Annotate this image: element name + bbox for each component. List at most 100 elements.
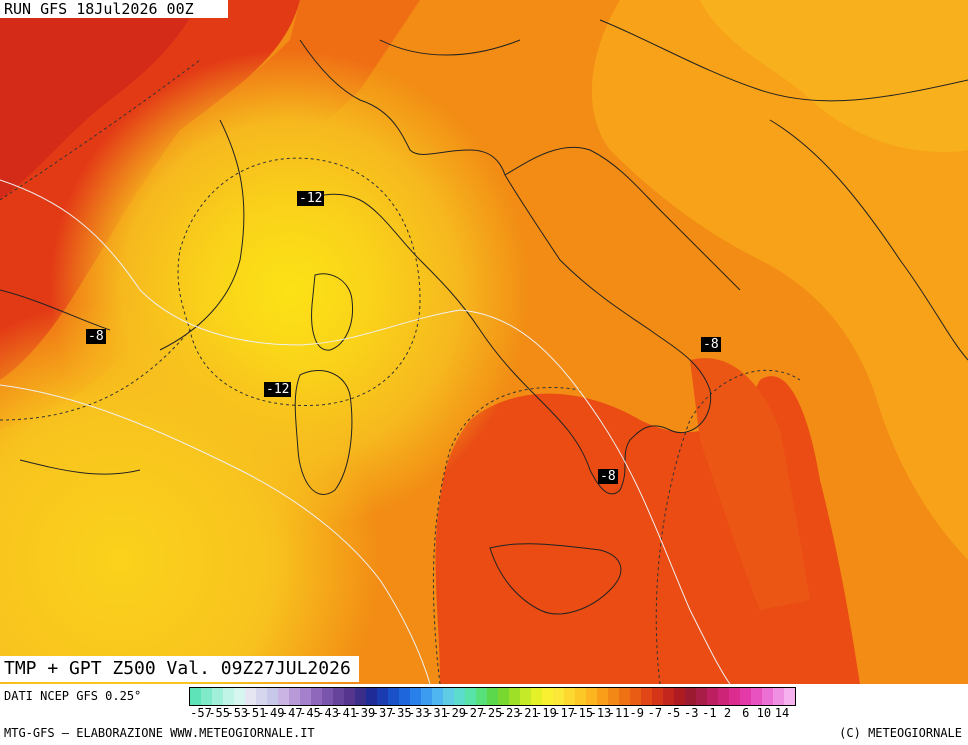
color-swatch	[278, 688, 289, 705]
color-scale-tick: -21	[516, 706, 539, 720]
color-scale-tick: 2	[723, 706, 732, 720]
color-swatch	[762, 688, 773, 705]
color-swatch	[487, 688, 498, 705]
color-swatch	[685, 688, 696, 705]
color-scale-tick: -27	[462, 706, 485, 720]
credit-left: MTG-GFS — ELABORAZIONE WWW.METEOGIORNALE…	[4, 726, 315, 740]
color-scale-tick: -37	[371, 706, 394, 720]
color-swatch	[399, 688, 410, 705]
color-swatch	[520, 688, 531, 705]
temperature-map	[0, 0, 968, 684]
isotherm-label: -8	[86, 329, 106, 344]
color-scale-tick: -15	[571, 706, 594, 720]
color-swatch	[212, 688, 223, 705]
color-scale	[189, 687, 796, 706]
color-scale-tick: -19	[535, 706, 557, 720]
color-scale-tick: -1	[702, 706, 717, 720]
color-swatch	[619, 688, 630, 705]
color-swatch	[718, 688, 729, 705]
geopotential-lines	[0, 179, 731, 684]
color-scale-tick: -53	[226, 706, 249, 720]
color-scale-tick: -49	[262, 706, 285, 720]
color-swatch	[366, 688, 377, 705]
color-swatch	[707, 688, 718, 705]
color-swatch	[443, 688, 454, 705]
color-swatch	[575, 688, 586, 705]
color-swatch	[641, 688, 652, 705]
isotherm-label: -12	[264, 382, 292, 397]
color-scale-tick: -17	[553, 706, 575, 720]
color-scale-tick: -39	[353, 706, 376, 720]
color-swatch	[498, 688, 509, 705]
color-swatch	[267, 688, 278, 705]
color-swatch	[773, 688, 784, 705]
color-swatch	[300, 688, 311, 705]
color-scale-tick: -43	[317, 706, 339, 720]
color-swatch	[190, 688, 201, 705]
isotherm-label: -12	[297, 191, 325, 206]
color-scale-tick: -47	[280, 706, 303, 720]
color-scale-tick: -29	[444, 706, 467, 720]
color-swatch	[311, 688, 322, 705]
color-swatch	[432, 688, 443, 705]
temp-band-west-pool	[0, 0, 968, 684]
color-swatch	[784, 688, 795, 705]
color-swatch	[608, 688, 619, 705]
color-swatch	[586, 688, 597, 705]
color-scale-tick: -57	[190, 706, 212, 720]
color-scale-tick: -7	[647, 706, 663, 720]
color-swatch	[652, 688, 663, 705]
color-swatch	[289, 688, 300, 705]
color-swatch	[597, 688, 608, 705]
color-swatch	[553, 688, 564, 705]
color-swatch	[322, 688, 333, 705]
run-label: RUN GFS 18Jul2026 00Z	[0, 0, 228, 18]
color-swatch	[454, 688, 465, 705]
color-swatch	[377, 688, 388, 705]
source-label: DATI NCEP GFS 0.25°	[4, 689, 142, 703]
color-scale-tick: -31	[426, 706, 448, 720]
isotherm-label: -8	[701, 337, 721, 352]
color-swatch	[355, 688, 366, 705]
color-swatch	[729, 688, 740, 705]
color-scale-tick: -23	[498, 706, 521, 720]
isotherm-label: -8	[598, 469, 618, 484]
color-swatch	[564, 688, 575, 705]
color-swatch	[663, 688, 674, 705]
color-scale-tick: -5	[665, 706, 681, 720]
color-scale-tick: 6	[742, 706, 750, 720]
color-scale-tick: -51	[244, 706, 267, 720]
color-swatch	[740, 688, 751, 705]
color-swatch	[256, 688, 267, 705]
color-scale-tick: -33	[408, 706, 430, 720]
color-swatch	[465, 688, 476, 705]
color-scale-tick: -35	[389, 706, 412, 720]
coastlines	[0, 19, 968, 615]
color-scale-tick: 10	[756, 706, 772, 720]
color-swatch	[234, 688, 245, 705]
color-swatch	[630, 688, 641, 705]
color-swatch	[333, 688, 344, 705]
color-scale-ticks: -57 -55 -53 -51 -49 -47 -45 -43 -41 -39 -37 -35 -33-…	[189, 706, 967, 722]
color-scale-tick: -3	[683, 706, 699, 720]
color-scale-tick: -25	[480, 706, 503, 720]
color-swatch	[476, 688, 487, 705]
color-swatch	[696, 688, 707, 705]
color-swatch	[751, 688, 762, 705]
color-swatch	[509, 688, 520, 705]
color-swatch	[388, 688, 399, 705]
color-scale-tick: -41	[335, 706, 358, 720]
color-scale-tick: -45	[299, 706, 321, 720]
validity-label: TMP + GPT Z500 Val. 09Z27JUL2026	[0, 656, 359, 682]
color-scale-tick: -55	[208, 706, 230, 720]
color-swatch	[245, 688, 256, 705]
color-swatch	[223, 688, 234, 705]
color-swatch	[201, 688, 212, 705]
color-scale-tick: -9	[629, 706, 644, 720]
color-swatch	[674, 688, 685, 705]
color-scale-tick: -11	[607, 706, 630, 720]
color-swatch	[410, 688, 421, 705]
color-scale-tick: 14	[774, 706, 790, 720]
color-swatch	[531, 688, 542, 705]
isotherms	[0, 59, 801, 684]
